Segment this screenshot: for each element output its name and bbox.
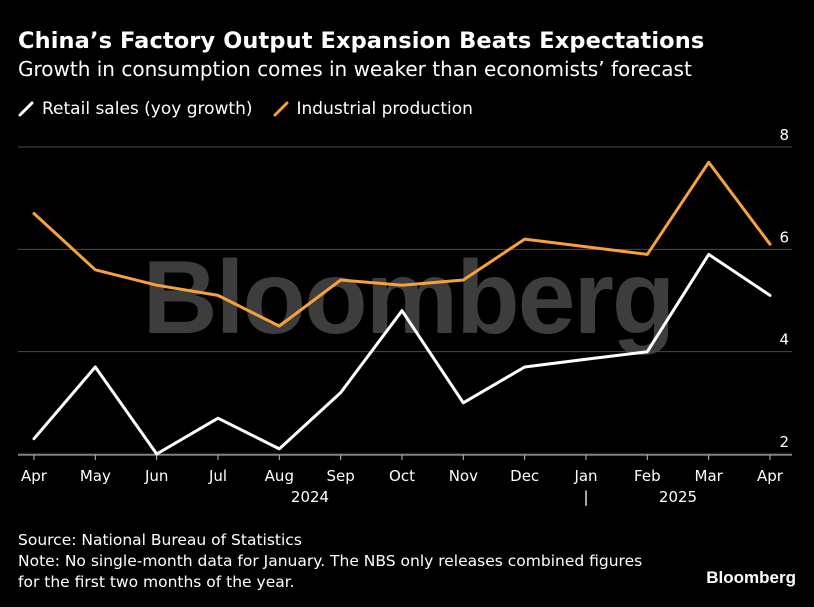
y-tick-label-4: 4 <box>779 331 789 349</box>
data-note-line-1: Note: No single-month data for January. … <box>18 552 643 570</box>
chart-title: China’s Factory Output Expansion Beats E… <box>18 28 705 54</box>
x-tick-label-jul-3: Jul <box>208 467 227 485</box>
year-divider: | <box>583 488 588 506</box>
y-tick-label-8: 8 <box>779 126 789 144</box>
x-tick-label-may-1: May <box>80 467 111 485</box>
x-tick-label-dec-8: Dec <box>510 467 539 485</box>
legend-label-industrial-production: Industrial production <box>296 99 473 119</box>
x-tick-label-jun-2: Jun <box>144 467 168 485</box>
source-note: Source: National Bureau of Statistics <box>18 531 302 549</box>
x-tick-label-feb-10: Feb <box>634 467 661 485</box>
y-tick-label-2: 2 <box>779 433 789 451</box>
x-tick-label-apr-0: Apr <box>21 467 48 485</box>
data-note-line-2: for the first two months of the year. <box>18 573 295 591</box>
x-tick-label-aug-4: Aug <box>265 467 294 485</box>
legend-swatch-industrial-production <box>273 101 288 117</box>
legend: Retail sales (yoy growth) Industrial pro… <box>18 96 493 122</box>
year-label-2024: 2024 <box>291 488 329 506</box>
y-tick-label-6: 6 <box>779 228 789 246</box>
chart-subtitle: Growth in consumption comes in weaker th… <box>18 57 692 81</box>
legend-item-retail-sales: Retail sales (yoy growth) <box>18 99 253 119</box>
series-line-retail-sales-yoy-growth <box>32 252 772 456</box>
x-tick-label-sep-5: Sep <box>327 467 355 485</box>
chart-footer: Source: National Bureau of Statistics No… <box>18 530 642 593</box>
bloomberg-logo: Bloomberg <box>706 568 796 587</box>
bloomberg-watermark: Bloomberg <box>143 240 674 356</box>
legend-label-retail-sales: Retail sales (yoy growth) <box>42 99 253 119</box>
x-tick-label-apr-12: Apr <box>757 467 784 485</box>
legend-item-industrial-production: Industrial production <box>273 99 473 119</box>
x-tick-label-oct-6: Oct <box>389 467 415 485</box>
x-tick-label-nov-7: Nov <box>449 467 478 485</box>
x-tick-label-mar-11: Mar <box>695 467 724 485</box>
x-tick-label-jan-9: Jan <box>573 467 597 485</box>
year-label-2025: 2025 <box>659 488 697 506</box>
legend-swatch-retail-sales <box>18 101 34 117</box>
series-line-industrial-production <box>32 160 772 328</box>
